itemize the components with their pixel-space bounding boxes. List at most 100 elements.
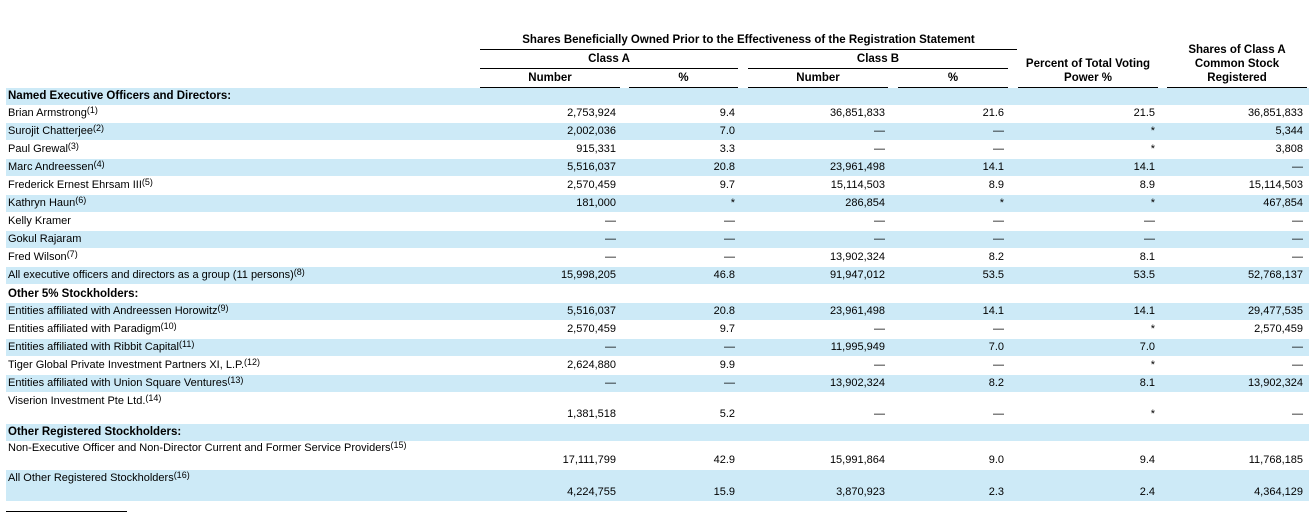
- class-a-number: 15,998,205: [560, 269, 616, 281]
- class-a-pct: 46.8: [713, 269, 735, 281]
- class-b-number: 15,114,503: [830, 179, 885, 191]
- footnote-ref: (11): [179, 339, 195, 349]
- class-b-number: 286,854: [845, 197, 885, 209]
- holder-name-text: Kathryn Haun: [8, 197, 76, 209]
- class-b-pct: —: [993, 323, 1004, 335]
- table-row: Surojit Chatterjee(2) 2,002,036 7.0 — — * 5,34…: [6, 123, 1309, 140]
- class-b-pct: —: [993, 143, 1004, 155]
- class-b-number: —: [874, 408, 885, 420]
- voting-pct: 53.5: [1133, 269, 1155, 281]
- shares-registered: —: [1292, 359, 1303, 371]
- class-a-number: 2,753,924: [567, 107, 616, 119]
- holder-name: Kelly Kramer: [8, 213, 71, 230]
- shares-registered: —: [1292, 251, 1303, 263]
- class-b-rule: [748, 68, 1008, 69]
- holder-name-text: All executive officers and directors as …: [8, 269, 294, 281]
- table-row: Kathryn Haun(6) 181,000 * 286,854 * * 467,854: [6, 195, 1309, 212]
- table-row: Entities affiliated with Union Square Ve…: [6, 375, 1309, 392]
- class-b-number: 3,870,923: [836, 486, 885, 498]
- footnote-ref: (13): [227, 375, 244, 385]
- class-b-number: —: [874, 125, 885, 137]
- shares-registered: 467,854: [1263, 197, 1303, 209]
- class-a-number: 915,331: [576, 143, 616, 155]
- voting-pct: *: [1150, 125, 1155, 137]
- shares-registered: 13,902,324: [1247, 377, 1303, 389]
- table-row: Frederick Ernest Ehrsam III(5) 2,570,459 9…: [6, 177, 1309, 194]
- voting-pct: —: [1144, 233, 1155, 245]
- table-row: Kelly Kramer — — — — — —: [6, 213, 1309, 230]
- holder-name-text: Frederick Ernest Ehrsam III: [8, 179, 142, 191]
- shares-registered: 5,344: [1275, 125, 1303, 137]
- table-row: All executive officers and directors as …: [6, 267, 1309, 284]
- holder-name-text: Entities affiliated with Ribbit Capital: [8, 341, 179, 353]
- holder-name-text: Brian Armstrong: [8, 107, 87, 119]
- table-row: All Other Registered Stockholders(16) 4,2…: [6, 470, 1309, 501]
- class-a-pct: —: [724, 233, 735, 245]
- footnote-rule: [6, 511, 127, 512]
- class-a-pct: 20.8: [713, 305, 735, 317]
- voting-pct: *: [1150, 323, 1155, 335]
- shares-registered: 29,477,535: [1247, 305, 1303, 317]
- group-rule: [480, 49, 1017, 50]
- class-b-number: 13,902,324: [829, 377, 885, 389]
- class-b-number: —: [874, 143, 885, 155]
- section-other5-label: Other 5% Stockholders:: [8, 288, 139, 300]
- table-row: Tiger Global Private Investment Partners…: [6, 357, 1309, 374]
- holder-name-text: Entities affiliated with Union Square Ve…: [8, 377, 228, 389]
- shares-registered: 15,114,503: [1248, 179, 1303, 191]
- holder-name-text: Non-Executive Officer and Non-Director C…: [8, 442, 391, 454]
- class-a-number: 5,516,037: [567, 161, 616, 173]
- registered-rule: [1167, 87, 1307, 88]
- class-a-number: 17,111,799: [562, 454, 616, 466]
- pct-b-rule: [898, 87, 1008, 88]
- registered-header: Shares of Class A Common Stock Registere…: [1188, 44, 1286, 84]
- class-a-header: Class A: [588, 53, 630, 65]
- table-row: Paul Grewal(3) 915,331 3.3 — — * 3,808: [6, 141, 1309, 158]
- table-row: Non-Executive Officer and Non-Director C…: [6, 440, 1309, 469]
- pct-b-header: %: [947, 72, 959, 84]
- class-a-pct: 9.7: [719, 323, 735, 335]
- shares-registered: 36,851,833: [1247, 107, 1303, 119]
- class-b-number: 13,902,324: [829, 251, 885, 263]
- class-a-number: 181,000: [576, 197, 616, 209]
- holder-name-text: Viserion Investment Pte Ltd.: [8, 395, 146, 407]
- class-b-number: —: [874, 359, 885, 371]
- shares-registered: —: [1292, 408, 1303, 420]
- class-b-number: —: [874, 233, 885, 245]
- class-b-number: —: [874, 215, 885, 227]
- holder-name-text: Entities affiliated with Paradigm: [8, 323, 161, 335]
- table-row: Entities affiliated with Paradigm(10) 2,5…: [6, 321, 1309, 338]
- holder-name: All Other Registered Stockholders(16): [8, 470, 190, 487]
- class-a-pct: 42.9: [713, 454, 735, 466]
- table-row: Entities affiliated with Andreessen Horo…: [6, 303, 1309, 320]
- class-b-pct: —: [993, 215, 1004, 227]
- holder-name-text: Surojit Chatterjee: [8, 125, 93, 137]
- class-b-pct: 21.6: [982, 107, 1004, 119]
- holder-name-text: Kelly Kramer: [8, 215, 71, 227]
- class-b-pct: *: [999, 197, 1004, 209]
- voting-pct: 8.1: [1139, 377, 1155, 389]
- holder-name-text: Fred Wilson: [8, 251, 67, 263]
- class-a-number: 2,570,459: [567, 179, 616, 191]
- class-a-number: —: [605, 251, 616, 263]
- table-row: Brian Armstrong(1) 2,753,924 9.4 36,851,833…: [6, 105, 1309, 122]
- number-b-rule: [748, 87, 888, 88]
- class-a-pct: 9.4: [719, 107, 735, 119]
- shares-registered: 4,364,129: [1254, 486, 1303, 498]
- holder-name: Frederick Ernest Ehrsam III(5): [8, 177, 153, 194]
- class-a-pct: 5.2: [719, 408, 735, 420]
- holder-name: Brian Armstrong(1): [8, 105, 98, 122]
- footnote-ref: (14): [145, 393, 162, 403]
- holder-name: All executive officers and directors as …: [8, 267, 305, 284]
- footnote-ref: (15): [390, 440, 407, 450]
- holder-name: Entities affiliated with Ribbit Capital(…: [8, 339, 194, 356]
- holder-name-text: Gokul Rajaram: [8, 233, 82, 245]
- class-b-pct: 14.1: [982, 161, 1004, 173]
- class-a-number: —: [605, 341, 616, 353]
- holder-name: Entities affiliated with Andreessen Horo…: [8, 303, 229, 320]
- class-a-pct: 15.9: [713, 486, 735, 498]
- class-a-number: —: [605, 215, 616, 227]
- section-named: Named Executive Officers and Directors:: [6, 88, 1309, 105]
- class-a-pct: 20.8: [713, 161, 735, 173]
- shares-registered: —: [1292, 341, 1303, 353]
